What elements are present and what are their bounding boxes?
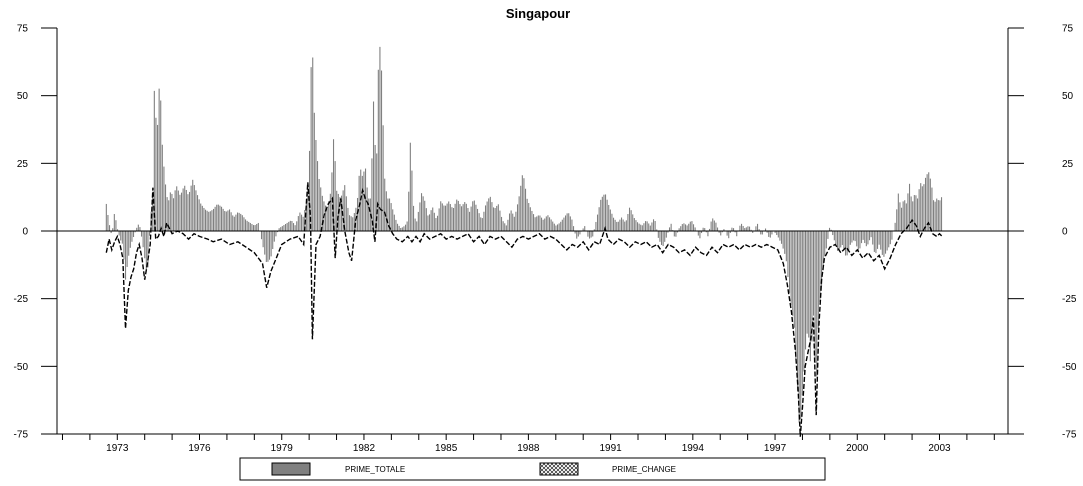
x-tick-label: 2003 (928, 443, 951, 454)
y-axis-right: 75 50 25 0 -25 -50 -75 (1008, 24, 1077, 441)
legend-label-prime-totale: PRIME_TOTALE (345, 465, 405, 474)
x-tick-label: 1985 (435, 443, 458, 454)
y-tick-label-right: 75 (1062, 24, 1074, 35)
x-tick-label: 1973 (106, 443, 129, 454)
series-prime-change (105, 182, 943, 437)
y-tick-label-left: 50 (17, 91, 29, 102)
y-tick-label-right: 25 (1062, 159, 1074, 170)
x-tick-label: 1994 (682, 443, 705, 454)
x-tick-label: 1988 (517, 443, 540, 454)
legend-swatch-prime-totale (271, 462, 311, 476)
y-tick-label-left: 0 (22, 227, 28, 238)
y-tick-label-left: -75 (14, 430, 29, 441)
legend: PRIME_TOTALE PRIME_CHANGE (239, 457, 826, 481)
x-tick-label: 2000 (846, 443, 869, 454)
y-tick-label-right: 50 (1062, 91, 1074, 102)
chart-title: Singapour (506, 6, 570, 21)
series-prime-totale (105, 46, 943, 423)
x-tick-label: 1991 (599, 443, 622, 454)
legend-swatch-prime-change (539, 462, 579, 476)
x-tick-label: 1976 (188, 443, 211, 454)
x-tick-label: 1982 (353, 443, 376, 454)
y-tick-label-right: 0 (1062, 227, 1068, 238)
y-tick-label-right: -50 (1062, 362, 1077, 373)
prime-change-line (105, 182, 943, 437)
legend-box (239, 457, 826, 481)
y-tick-label-left: 75 (17, 24, 29, 35)
x-tick-label: 1997 (764, 443, 787, 454)
x-axis: 1973 1976 1979 1982 1985 1988 1991 1994 1997 2000… (61, 434, 995, 454)
y-tick-label-left: 25 (17, 159, 29, 170)
legend-label-prime-change: PRIME_CHANGE (612, 465, 676, 474)
x-tick-label: 1979 (271, 443, 294, 454)
y-axis-left: 75 50 25 0 -25 -50 -75 (14, 24, 57, 441)
y-tick-label-left: -25 (14, 294, 29, 305)
y-tick-label-left: -50 (14, 362, 29, 373)
y-tick-label-right: -25 (1062, 294, 1077, 305)
y-tick-label-right: -75 (1062, 430, 1077, 441)
